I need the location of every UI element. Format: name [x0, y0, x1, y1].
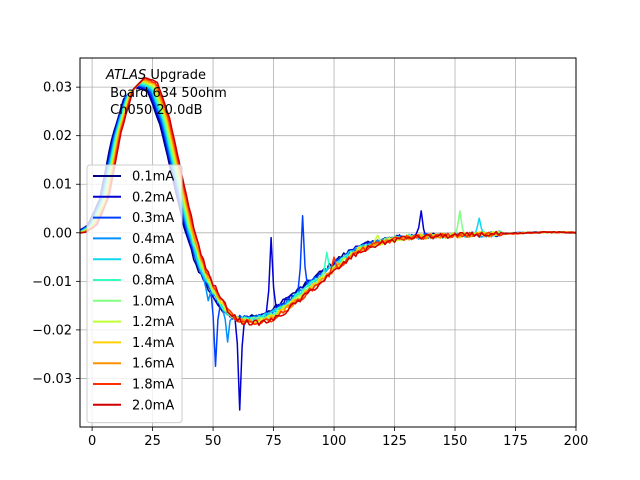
- x-tick-label: 50: [205, 434, 222, 449]
- plot-frame: [79, 57, 577, 428]
- legend-label: 2.0mA: [132, 398, 174, 413]
- legend-label: 1.8mA: [132, 378, 174, 393]
- x-tick-label: 200: [564, 434, 589, 449]
- y-tick-label: 0.03: [43, 81, 72, 96]
- annotation-line2: Board 634 50ohm: [106, 86, 227, 101]
- axes: 0 25 50 75 100 125 150 175 200 −0.03 −0.02 −0.01 0.0…: [32, 81, 588, 449]
- annotation-atlas: ATLAS: [105, 68, 146, 83]
- x-tick-label: 175: [503, 434, 528, 449]
- y-tick-label: −0.02: [32, 323, 72, 338]
- annotation-line1: ATLAS Upgrade: [105, 68, 206, 83]
- y-tick-label: 0.02: [43, 129, 72, 144]
- legend-label: 1.6mA: [132, 357, 174, 372]
- legend-label: 0.2mA: [132, 190, 174, 205]
- x-tick-label: 25: [144, 434, 161, 449]
- legend-label: 1.2mA: [132, 315, 174, 330]
- legend-box: [86, 164, 183, 424]
- x-tick-label: 125: [382, 434, 407, 449]
- y-tick-label: −0.03: [32, 372, 72, 387]
- series-layer: [79, 77, 577, 411]
- legend: 0.1mA 0.2mA 0.3mA 0.4mA 0.6mA 0.8mA 1.0mA 1.2mA…: [86, 164, 183, 424]
- legend-label: 1.0mA: [132, 294, 174, 309]
- legend-label: 1.4mA: [132, 336, 174, 351]
- x-tick-label: 150: [443, 434, 468, 449]
- annotation-line3: Ch050 20.0dB: [106, 103, 203, 118]
- legend-label: 0.3mA: [132, 211, 174, 226]
- annotation: ATLAS Upgrade Board 634 50ohm Ch050 20.0…: [105, 68, 227, 118]
- x-tick-label: 100: [322, 434, 347, 449]
- y-tick-label: 0.01: [43, 178, 72, 193]
- y-tick-label: 0.00: [43, 226, 72, 241]
- legend-label: 0.8mA: [132, 274, 174, 289]
- legend-label: 0.1mA: [132, 170, 174, 185]
- annotation-upgrade: Upgrade: [146, 68, 206, 83]
- series-line-2.0mA: [79, 77, 577, 327]
- legend-label: 0.4mA: [132, 232, 174, 247]
- x-tick-label: 0: [88, 434, 96, 449]
- legend-label: 0.6mA: [132, 253, 174, 268]
- x-tick-label: 75: [265, 434, 282, 449]
- y-tick-label: −0.01: [32, 275, 72, 290]
